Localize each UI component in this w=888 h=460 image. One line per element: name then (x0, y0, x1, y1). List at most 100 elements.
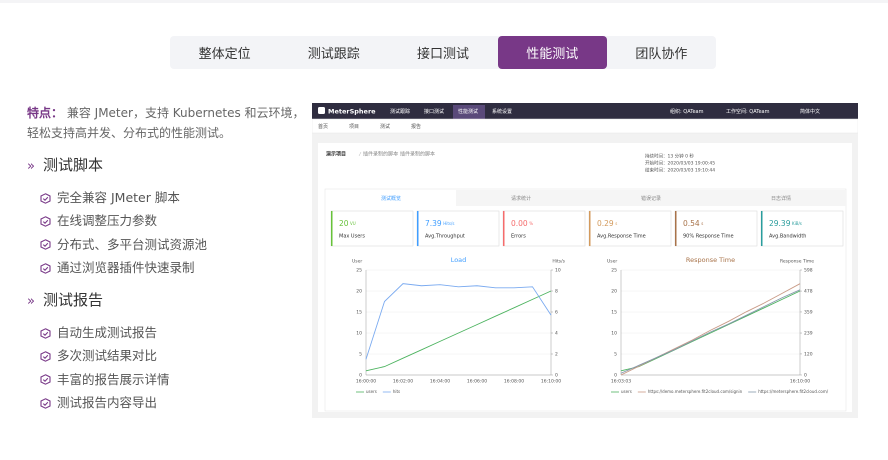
feature-text: 自动生成测试报告 (57, 325, 158, 340)
breadcrumb-item: 演示项目 (326, 151, 346, 158)
tab[interactable]: 测试跟踪 (307, 47, 360, 62)
x-tick-label: 16:10:00 (790, 379, 810, 385)
breadcrumb-sep (358, 151, 362, 157)
arrow-icon: » (27, 159, 35, 174)
legend-label: hits (393, 389, 400, 394)
check-icon (40, 239, 51, 251)
tab-bar: 整体定位 测试跟踪 接口测试 性能测试 团队协作 (170, 36, 716, 69)
nav-item[interactable]: 测试跟踪 (390, 108, 410, 115)
product-screenshot: MeterSphere 测试跟踪 接口测试 性能测试 系统设置 组织: QATeam 工作空… (312, 103, 858, 418)
workspace: 工作空间: QATeam (726, 108, 770, 115)
card-label: Avg.Throughput (425, 234, 465, 240)
x-tick-label: 16:00:00 (356, 379, 376, 385)
meta: 结束时间：2020/03/03 19:10:44 (645, 167, 715, 174)
check-icon (40, 216, 51, 227)
card-unit: % (529, 221, 533, 226)
card-unit: VU (350, 221, 356, 226)
card (674, 210, 758, 247)
y2-axis-label: Response Time (780, 259, 814, 265)
card (760, 210, 844, 247)
report-tab[interactable] (716, 190, 846, 206)
sub-nav-item[interactable]: 首页 (318, 123, 328, 130)
card-label: Avg.Bandwidth (769, 234, 806, 240)
breadcrumb-item: 插件录制的脚本 (363, 151, 398, 158)
card (588, 210, 672, 247)
logo: MeterSphere (328, 108, 376, 116)
chart-title: Response Time (686, 256, 735, 264)
org: 组织: QATeam (670, 108, 704, 115)
x-tick-label: 16:04:00 (430, 379, 450, 385)
sub-nav-item[interactable]: 报告 (411, 123, 421, 130)
card-unit: KiB/s (792, 221, 802, 226)
feature-item: 分布式、多平台测试资源池 (40, 235, 207, 255)
y-tick-label: 25 (611, 268, 617, 274)
tab[interactable]: 团队协作 (635, 47, 688, 62)
check-icon (40, 397, 51, 409)
nav-item[interactable]: 接口测试 (424, 108, 444, 115)
y-axis-label: User (352, 259, 362, 265)
card-label: Errors (511, 234, 526, 240)
nav-bar (312, 103, 858, 119)
legend-label: https://metersphere.fit2cloud.com/ (758, 389, 829, 394)
feature-text: 通过浏览器插件快速录制 (57, 260, 195, 276)
check-icon (40, 374, 51, 386)
section-title-text: 测试报告 (42, 291, 103, 309)
y2-tick-label: 0 (804, 373, 807, 379)
tab[interactable]: 性能测试 (497, 36, 607, 69)
y2-tick-label: 120 (804, 351, 813, 357)
y-tick-label: 15 (356, 310, 362, 316)
feature-item: 丰富的报告展示详情 (40, 370, 170, 390)
legend-label: users (621, 389, 632, 394)
tab[interactable]: 接口测试 (417, 47, 470, 62)
series-line (365, 290, 552, 372)
card-accent (331, 211, 333, 246)
card-value: 0.29 s (597, 219, 617, 228)
report-tab-label: 日志详情 (771, 195, 791, 202)
nav-item[interactable]: 性能测试 (458, 108, 478, 115)
top-border (0, 0, 888, 3)
feature-item: 通过浏览器插件快速录制 (40, 258, 195, 278)
feature-item: 多次测试结果对比 (40, 346, 157, 366)
feature-item: 自动生成测试报告 (40, 323, 157, 343)
chart-title: Load (451, 256, 467, 264)
x-tick-label: 16:02:00 (393, 379, 413, 385)
check-icon (40, 351, 51, 362)
y2-tick-label: 598 (804, 268, 813, 274)
card-unit: s (615, 221, 617, 226)
nav-item[interactable]: 系统设置 (492, 108, 512, 115)
card-value: 0.54 s (683, 219, 703, 228)
feature-text: 多次测试结果对比 (57, 348, 158, 364)
y-tick-label: 20 (356, 289, 362, 295)
card-value-number: 0.54 (683, 219, 700, 228)
card-accent (589, 211, 591, 246)
y2-tick-label: 4 (555, 331, 558, 337)
breadcrumb-item: 插件录制的脚本 (400, 151, 435, 158)
report-tab[interactable] (326, 190, 456, 206)
report-tab[interactable] (586, 190, 716, 206)
feature-item: 完全兼容 JMeter 脚本 (40, 188, 180, 208)
series-line (620, 289, 801, 374)
y2-tick-label: 0 (555, 373, 558, 379)
report-tab-label: 错误记录 (641, 195, 661, 202)
arrow-icon: » (27, 294, 35, 309)
y-tick-label: 20 (611, 289, 617, 295)
y-tick-label: 5 (614, 352, 617, 358)
tab[interactable]: 整体定位 (198, 47, 251, 62)
card-label: 90% Response Time (683, 234, 734, 240)
check-icon (40, 192, 51, 204)
sub-nav-item[interactable]: 测试 (380, 123, 390, 130)
card-value: 20 VU (339, 219, 356, 228)
y-tick-label: 15 (611, 310, 617, 316)
report-tab-label: 请求统计 (511, 195, 531, 202)
feature-text: 在线调整压力参数 (57, 213, 158, 229)
card-value: 7.39 Hits/s (425, 219, 454, 228)
card-accent (503, 211, 505, 246)
report-tab[interactable] (456, 190, 586, 206)
section-title-text: 测试脚本 (42, 156, 103, 174)
sub-nav-item[interactable]: 项目 (349, 124, 359, 130)
x-tick-label: 16:08:00 (504, 379, 524, 385)
card-value-number: 7.39 (425, 219, 442, 228)
y-axis-label: User (607, 259, 617, 265)
y-tick-label: 25 (356, 268, 362, 274)
